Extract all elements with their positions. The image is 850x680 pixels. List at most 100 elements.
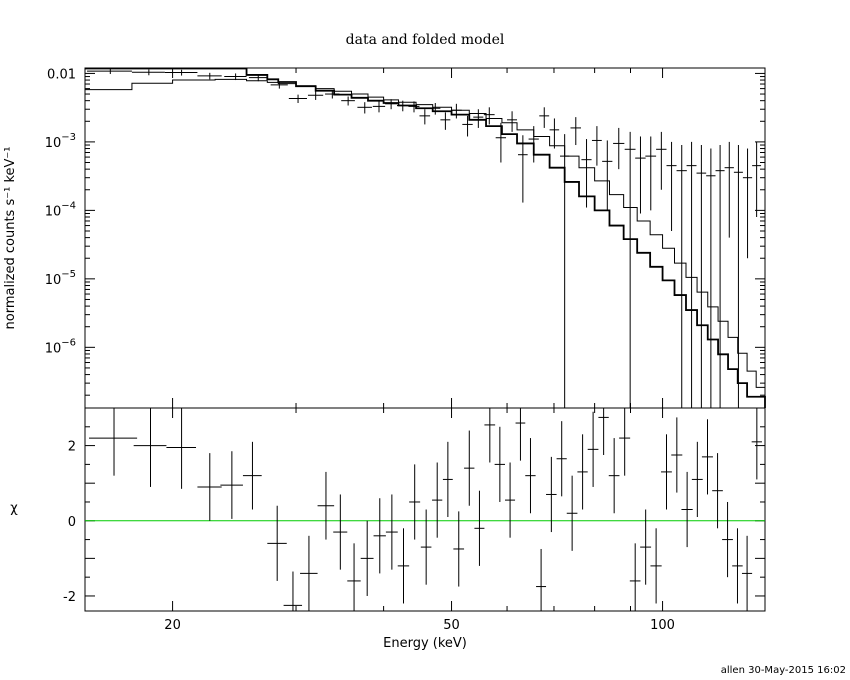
data-point: [724, 141, 734, 238]
data-point: [462, 115, 473, 137]
data-point: [518, 135, 528, 203]
residual-point: [373, 498, 386, 574]
data-point: [581, 139, 592, 208]
x-axis-label: Energy (keV): [383, 636, 467, 651]
data-point: [87, 68, 132, 75]
residual-point: [420, 509, 432, 585]
residual-point: [629, 543, 641, 611]
data-point: [450, 103, 462, 119]
residual-point: [525, 438, 536, 514]
data-point: [507, 111, 518, 132]
y-tick-exponent: −3: [61, 132, 76, 143]
data-point: [397, 100, 409, 112]
data-point: [539, 107, 550, 128]
data-point: [419, 109, 431, 125]
y-tick-base: 10: [45, 136, 62, 151]
residual-point: [536, 548, 547, 611]
footer-stamp: allen 30-May-2015 16:02: [721, 665, 846, 676]
y-tick-exponent: −4: [61, 200, 76, 211]
residual-point: [640, 509, 652, 585]
y-tick-label: 10−6: [45, 337, 76, 356]
residual-point: [484, 408, 496, 463]
residual-point: [587, 411, 599, 487]
data-point: [197, 72, 222, 80]
residual-point: [505, 462, 516, 538]
data-point: [270, 81, 288, 89]
data-point: [325, 90, 340, 99]
residual-point: [442, 441, 453, 518]
data-point: [224, 73, 247, 81]
y-tick-label: 0: [68, 515, 76, 530]
residual-point: [546, 456, 557, 533]
residual-point: [347, 543, 361, 611]
residual-point: [556, 421, 567, 497]
bottom-y-axis-label: χ: [10, 501, 18, 516]
data-point: [742, 148, 753, 259]
residual-point: [409, 464, 421, 540]
residual-point: [566, 475, 578, 551]
y-tick-base: 10: [45, 273, 62, 288]
data-point: [706, 148, 716, 408]
top-y-axis-label: normalized counts s⁻¹ keV⁻¹: [3, 147, 18, 330]
residual-point: [701, 419, 713, 495]
model-b-line: [85, 78, 766, 402]
x-ticks: 20 50 100: [164, 68, 675, 633]
residual-point: [89, 408, 138, 476]
data-point: [372, 101, 386, 113]
residual-point: [661, 434, 672, 510]
residual-point: [133, 408, 167, 487]
bottom-panel-frame: [84, 407, 766, 612]
data-point: [430, 102, 441, 115]
x-tick-label: 50: [443, 618, 460, 633]
data-point: [613, 127, 625, 170]
residual-point: [691, 441, 703, 518]
data-point: [385, 99, 398, 110]
residual-point: [360, 520, 374, 596]
residual-point: [732, 528, 743, 604]
data-point: [549, 118, 560, 149]
data-point: [307, 91, 324, 100]
data-point: [591, 126, 602, 166]
y-tick-label: -2: [63, 590, 76, 605]
data-point: [408, 101, 420, 113]
residual-point: [712, 453, 723, 529]
y-tick-base: 10: [45, 341, 62, 356]
residual-point: [681, 471, 693, 548]
residual-point: [751, 408, 762, 480]
y-tick-label: 2: [68, 440, 76, 455]
residual-point: [464, 430, 475, 506]
residual-point: [333, 494, 348, 570]
data-point: [696, 145, 707, 408]
data-point: [733, 145, 743, 408]
data-point: [248, 74, 268, 82]
x-tick-label: 100: [650, 618, 675, 633]
residual-point: [650, 528, 662, 604]
chart-title: data and folded model: [346, 32, 505, 48]
data-point: [528, 126, 539, 163]
data-point: [164, 69, 198, 76]
residual-point: [608, 438, 620, 514]
data-point: [131, 69, 165, 76]
data-point: [635, 136, 646, 214]
residual-point: [577, 434, 588, 510]
y-tick-label: 10−5: [45, 269, 76, 288]
data-point: [715, 145, 725, 408]
data-point: [676, 145, 687, 408]
data-point: [645, 136, 657, 211]
data-point: [686, 141, 697, 408]
residual-point: [474, 490, 485, 566]
residual-point: [671, 417, 683, 493]
data-point: [483, 107, 495, 125]
y-tick-label: 0.01: [47, 67, 76, 82]
data-point: [656, 131, 667, 190]
y-tick-label: 10−4: [45, 200, 76, 219]
residual-point: [317, 471, 335, 540]
residual-point: [432, 462, 443, 538]
x-tick-label: 20: [164, 618, 181, 633]
data-point: [288, 94, 307, 103]
data-point: [357, 102, 372, 114]
data-point: [624, 131, 636, 408]
residual-point: [300, 535, 318, 611]
residual-point: [397, 528, 410, 604]
residual-point: [385, 494, 398, 570]
